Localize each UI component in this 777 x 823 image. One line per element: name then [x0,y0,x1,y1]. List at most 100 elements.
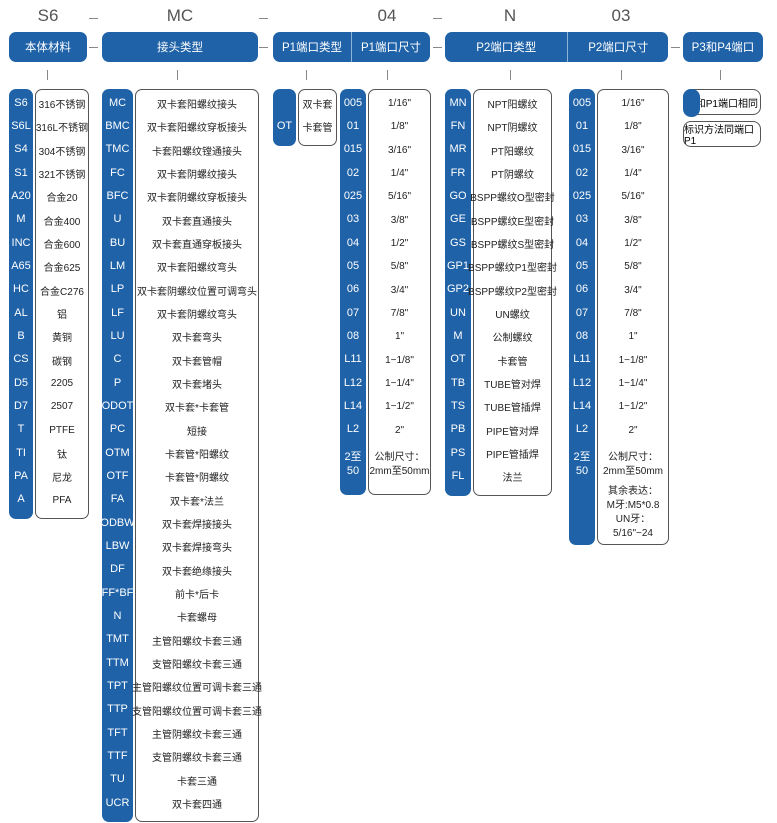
option-description: 3/4" [390,284,409,296]
option-description: 双卡套阴螺纹接头 [157,170,237,182]
option-code: TB [450,376,466,389]
option-code: 08 [575,329,589,342]
option-description: UN螺纹 [495,310,530,322]
option-code: CS [13,353,29,366]
connector-tick [510,70,511,80]
option-code: 06 [575,283,589,296]
option-description: 前卡*后卡 [175,590,219,602]
option-description: 双卡套焊接接头 [162,520,232,532]
header-fitting: 接头类型 [102,32,258,62]
option-description: 3/16" [387,144,411,156]
option-description: 5/8" [390,261,409,273]
option-description: 双卡套*法兰 [170,496,224,508]
option-code: TMT [106,633,129,646]
option-description: 双卡套管帽 [172,356,222,368]
option-code: TI [16,446,26,459]
code-fitting: MC [166,6,194,25]
option-code: B [17,329,25,342]
option-description: 3/8" [390,214,409,226]
option-description: 1" [628,331,638,343]
option-description: 卡套管*阴螺纹 [165,473,229,485]
option-code: PS [450,446,466,459]
option-code: MN [449,96,467,109]
option-description: 3/4" [624,284,642,296]
option-description: 3/16" [621,144,645,156]
option-code: A65 [11,259,31,272]
option-description: 316不锈钢 [38,100,86,112]
separator-dash [433,47,442,48]
option-code [569,487,595,537]
option-code: C [113,353,122,366]
option-description: 3/8" [624,214,642,226]
option-description: 合金400 [43,216,81,228]
option-code: 05 [346,259,360,272]
option-description: 双卡套*卡套管 [165,403,229,415]
option-code: MC [108,96,127,109]
option-description: 双卡套绝缘接头 [162,566,232,578]
option-code: 015 [343,143,363,156]
option-code: 2至50 [344,450,362,477]
option-description: 2205 [50,378,74,390]
option-code: OT [450,353,466,366]
option-description: 1/2" [390,238,409,250]
material-list: S6 S6L S4 S1 A20 M INC A65 HC AL B CS D5 D7 T TI PA A 316不… [9,89,89,519]
p3p4-code-pill [683,89,700,117]
option-description: 钛 [57,450,67,462]
option-code: FF*BF [101,586,134,599]
option-code: L2 [346,423,360,436]
option-code: LP [110,283,125,296]
option-description: 1−1/8" [618,354,648,366]
option-code: DF [110,563,125,576]
option-code: FL [451,469,465,482]
option-code: TFT [107,726,128,739]
option-code: BU [109,236,126,249]
header-p2-size: P2端口尺寸 [567,32,668,62]
option-description: PFA [52,494,72,506]
option-description: 合金20 [46,193,78,205]
option-description: 卡套阳螺纹镗通接头 [152,146,242,158]
p2-type-list: MN FN MR FR GO GE GS GP1 GP2 UN M OT TB TS PB PS FL NPT阳螺… [445,89,557,496]
option-description: PT阴螺纹 [491,170,534,182]
header-p1: P1端口类型 P1端口尺寸 [273,32,430,62]
option-code: N [113,609,122,622]
option-description: 铝 [57,310,67,322]
option-description: 双卡套直通穿板接头 [152,240,242,252]
connector-tick [177,70,178,80]
option-code: AL [14,306,28,319]
option-code: INC [11,236,31,249]
material-descriptions: 316不锈钢 316L不锈钢 304不锈钢 321不锈钢 合金20 合金400 合金600 合… [35,89,89,519]
option-description: 支管阴螺纹卡套三通 [152,753,242,765]
option-description: 卡套螺母 [177,613,217,625]
option-code: A20 [11,189,31,202]
option-code: UN [450,306,466,319]
option-code: FA [110,493,125,506]
option-code: PC [109,423,126,436]
option-code: M [16,213,26,226]
option-code: 03 [346,213,360,226]
option-code: 005 [572,96,592,109]
option-description: 1/8" [390,121,409,133]
option-description: 短接 [187,426,207,438]
option-code: FC [110,166,125,179]
option-description: 7/8" [624,308,642,320]
option-code: TU [110,773,125,786]
option-description: TUBE管插焊 [484,403,541,415]
option-code: TS [450,399,466,412]
option-code: GP1 [446,259,469,272]
option-description: 5/16" [387,191,411,203]
option-code: MR [449,143,467,156]
option-description: 2" [394,424,405,436]
option-description: 公制尺寸： 2mm至50mm [369,451,430,477]
option-description: NPT阴螺纹 [487,123,538,135]
option-code: BFC [106,189,129,202]
p2-size-codes: 005 01 015 02 025 03 04 05 06 07 08 L11 L12 L14 L2 2至50 [569,89,595,545]
option-description: 316L不锈钢 [35,123,89,135]
option-description: 支管阳螺纹位置可调卡套三通 [132,706,262,718]
option-code: LF [111,306,124,319]
option-code: 025 [572,189,592,202]
option-code: TPT [107,679,128,692]
option-description: PIPE管插焊 [486,450,539,462]
option-code: P [113,376,122,389]
header-p2: P2端口类型 P2端口尺寸 [445,32,668,62]
option-description: 1/16" [387,98,411,110]
